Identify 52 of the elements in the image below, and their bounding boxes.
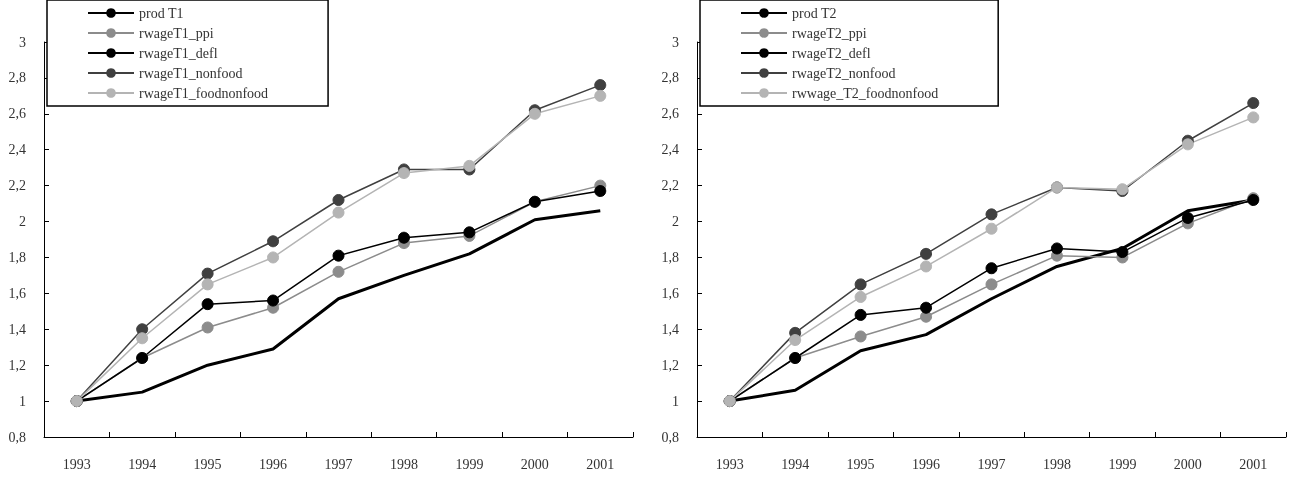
y-tick-label: 1,8	[8, 249, 26, 265]
x-tick-label: 1997	[324, 456, 353, 472]
x-tick-label: 1995	[846, 456, 875, 472]
legend-label: rwageT2_defl	[792, 45, 871, 61]
legend-label: rwageT1_foodnonfood	[139, 85, 269, 101]
x-tick-label: 1999	[455, 456, 484, 472]
y-tick-label: 2	[19, 214, 26, 230]
x-tick-label: 1997	[977, 456, 1006, 472]
y-tick-label: 1	[672, 393, 679, 409]
y-tick-label: 2,4	[661, 142, 679, 158]
x-tick-label: 1993	[62, 456, 91, 472]
x-tick-label: 2000	[1173, 456, 1202, 472]
y-tick-label: 2,6	[661, 106, 679, 122]
x-tick-label: 1996	[259, 456, 288, 472]
y-tick-label: 3	[672, 34, 679, 50]
y-tick-label: 2,2	[8, 178, 26, 194]
y-tick-label: 1,6	[661, 285, 679, 301]
legend-label: rwageT2_ppi	[792, 25, 867, 41]
x-tick-label: 1996	[912, 456, 941, 472]
y-tick-label: 2,2	[661, 178, 679, 194]
legend-label: prod T1	[139, 5, 184, 21]
x-tick-label: 1998	[389, 456, 418, 472]
legend-label: rwageT2_nonfood	[792, 65, 896, 81]
x-tick-label: 2001	[586, 456, 615, 472]
y-tick-label: 1,4	[661, 321, 679, 337]
y-tick-label: 2,8	[8, 70, 26, 86]
x-tick-label: 1993	[715, 456, 744, 472]
legend-label: rwageT1_ppi	[139, 25, 214, 41]
y-tick-label: 1,2	[8, 357, 26, 373]
y-tick-label: 1,4	[8, 321, 26, 337]
y-tick-label: 2	[672, 214, 679, 230]
x-tick-label: 1994	[128, 456, 157, 472]
legend-label: prod T2	[792, 5, 837, 21]
y-tick-label: 0,8	[8, 429, 26, 445]
y-tick-label: 1	[19, 393, 26, 409]
legend-label: rwageT1_nonfood	[139, 65, 243, 81]
y-tick-label: 2,4	[8, 142, 26, 158]
y-tick-label: 2,8	[661, 70, 679, 86]
x-tick-label: 1995	[193, 456, 222, 472]
x-tick-label: 1998	[1042, 456, 1071, 472]
x-tick-label: 2000	[520, 456, 549, 472]
y-tick-label: 1,8	[661, 249, 679, 265]
x-tick-label: 1994	[781, 456, 810, 472]
y-tick-label: 1,6	[8, 285, 26, 301]
y-tick-label: 3	[19, 34, 26, 50]
y-tick-label: 2,6	[8, 106, 26, 122]
legend-label: rwwage_T2_foodnonfood	[792, 85, 939, 101]
legend-label: rwageT1_defl	[139, 45, 218, 61]
y-tick-label: 0,8	[661, 429, 679, 445]
y-tick-label: 1,2	[661, 357, 679, 373]
x-tick-label: 2001	[1239, 456, 1268, 472]
x-tick-label: 1999	[1108, 456, 1137, 472]
